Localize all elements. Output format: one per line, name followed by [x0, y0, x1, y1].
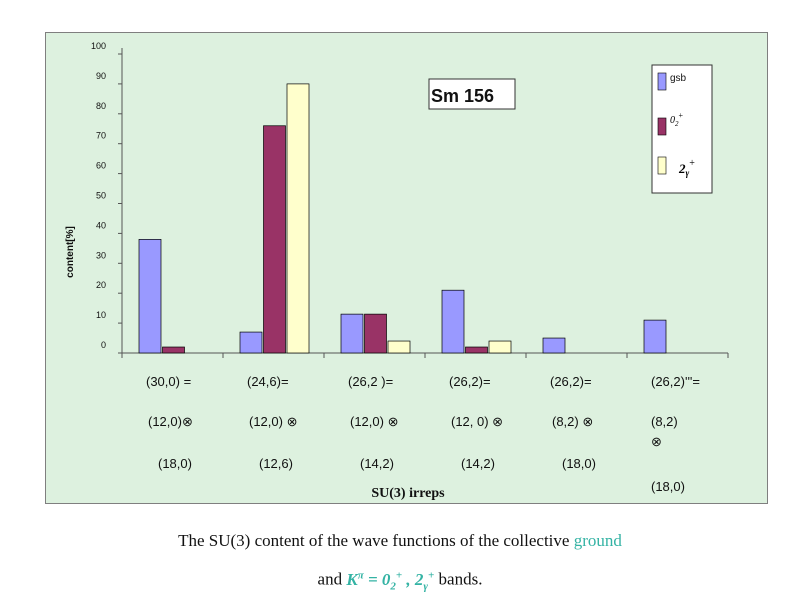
- b2-sup: +: [428, 569, 435, 581]
- legend-2g-sup: +: [689, 158, 695, 169]
- bar: [643, 319, 667, 354]
- x-tick-label: (18,0): [562, 456, 596, 471]
- b1-sub: 2: [390, 580, 396, 593]
- bar: [138, 239, 162, 354]
- legend-swatch-gsb: [657, 72, 667, 91]
- x-tick-label: (8,2) ⊗: [552, 414, 593, 429]
- y-tick-label: 40: [96, 220, 106, 230]
- bar: [263, 125, 286, 354]
- chart-title: Sm 156: [431, 86, 494, 106]
- legend-label-02plus: 02+: [670, 111, 684, 128]
- x-tick-label: (14,2): [461, 456, 495, 471]
- caption-text-1: The SU(3) content of the wave functions …: [178, 531, 574, 550]
- bars: [138, 83, 667, 354]
- x-tick-label: (30,0) =: [146, 374, 191, 389]
- x-axis-title: SU(3) irreps: [371, 486, 445, 501]
- bar: [488, 340, 512, 354]
- x-tick-label: (12,0) ⊗: [249, 414, 297, 429]
- x-tick-label: (12,0)⊗: [148, 414, 193, 429]
- k-sup: π: [357, 569, 364, 581]
- legend-2g-main: 2: [678, 161, 686, 176]
- chart-title-box: [428, 78, 516, 110]
- bar: [364, 313, 387, 354]
- x-tick-label: (18,0): [651, 479, 685, 494]
- legend-label-gsb: gsb: [670, 73, 687, 84]
- bar: [286, 83, 310, 354]
- x-tick-label: (14,2): [360, 456, 394, 471]
- y-tick-label: 50: [96, 191, 106, 201]
- x-tick-label: ⊗: [651, 434, 662, 449]
- chart-panel: [45, 32, 768, 504]
- caption-k-pi: Kπ = 02+ , 2γ+: [346, 569, 435, 593]
- x-tick-labels: (30,0) = (12,0)⊗ (18,0) (24,6)= (12,0) ⊗ (12,…: [146, 374, 700, 494]
- legend: gsb 02+ 2γ+: [651, 64, 713, 194]
- bar: [542, 337, 566, 354]
- b1-sup: +: [395, 569, 403, 581]
- bar: [340, 313, 364, 354]
- x-tick-label: (26,2 )=: [348, 374, 393, 389]
- bar: [162, 346, 185, 354]
- k-eq: =: [363, 569, 382, 589]
- figure-caption-line2: and Kπ = 02+ , 2γ+ bands.: [0, 569, 800, 592]
- legend-02-sup: +: [679, 111, 684, 120]
- y-tick-label: 30: [96, 250, 106, 260]
- figure-caption-line1: The SU(3) content of the wave functions …: [0, 531, 800, 551]
- k-main: K: [346, 569, 358, 589]
- legend-swatch-2gammaplus: [657, 156, 667, 175]
- y-tick-label: 80: [96, 101, 106, 111]
- caption-ground: ground: [573, 531, 622, 550]
- x-tick-label: (24,6)=: [247, 374, 289, 389]
- y-tick-label: 60: [96, 161, 106, 171]
- bar: [239, 331, 263, 354]
- b2-sub: γ: [423, 580, 428, 593]
- x-tick-label: (18,0): [158, 456, 192, 471]
- y-tick-label: 70: [96, 131, 106, 141]
- bar: [465, 346, 488, 354]
- x-tick-label: (12,6): [259, 456, 293, 471]
- legend-02-sub: 2: [675, 120, 679, 128]
- bar: [387, 340, 411, 354]
- x-tick-label: (26,2)=: [550, 374, 592, 389]
- x-tick-label: (8,2): [651, 414, 678, 429]
- legend-02-main: 0: [670, 115, 675, 126]
- y-tick-label: 90: [96, 71, 106, 81]
- b2-main: 2: [414, 569, 424, 589]
- bar: [441, 289, 465, 354]
- y-tick-label: 100: [91, 41, 106, 51]
- x-tick-label: (26,2)=: [449, 374, 491, 389]
- y-axis-title: content[%]: [65, 226, 76, 278]
- legend-label-2gammaplus: 2γ+: [678, 158, 695, 178]
- x-tick-label: (12,0) ⊗: [350, 414, 398, 429]
- x-tick-label: (26,2)'''=: [651, 374, 700, 389]
- caption-text-3: bands.: [434, 569, 483, 589]
- y-tick-label: 20: [96, 280, 106, 290]
- y-tick-label: 0: [101, 340, 106, 350]
- legend-swatch-02plus: [657, 117, 667, 136]
- caption-text-2: and: [317, 569, 347, 589]
- y-tick-label: 10: [96, 310, 106, 320]
- x-tick-label: (12, 0) ⊗: [451, 414, 503, 429]
- band-comma: ,: [402, 569, 415, 589]
- legend-2g-sub: γ: [686, 168, 690, 178]
- b1-main: 0: [381, 569, 391, 589]
